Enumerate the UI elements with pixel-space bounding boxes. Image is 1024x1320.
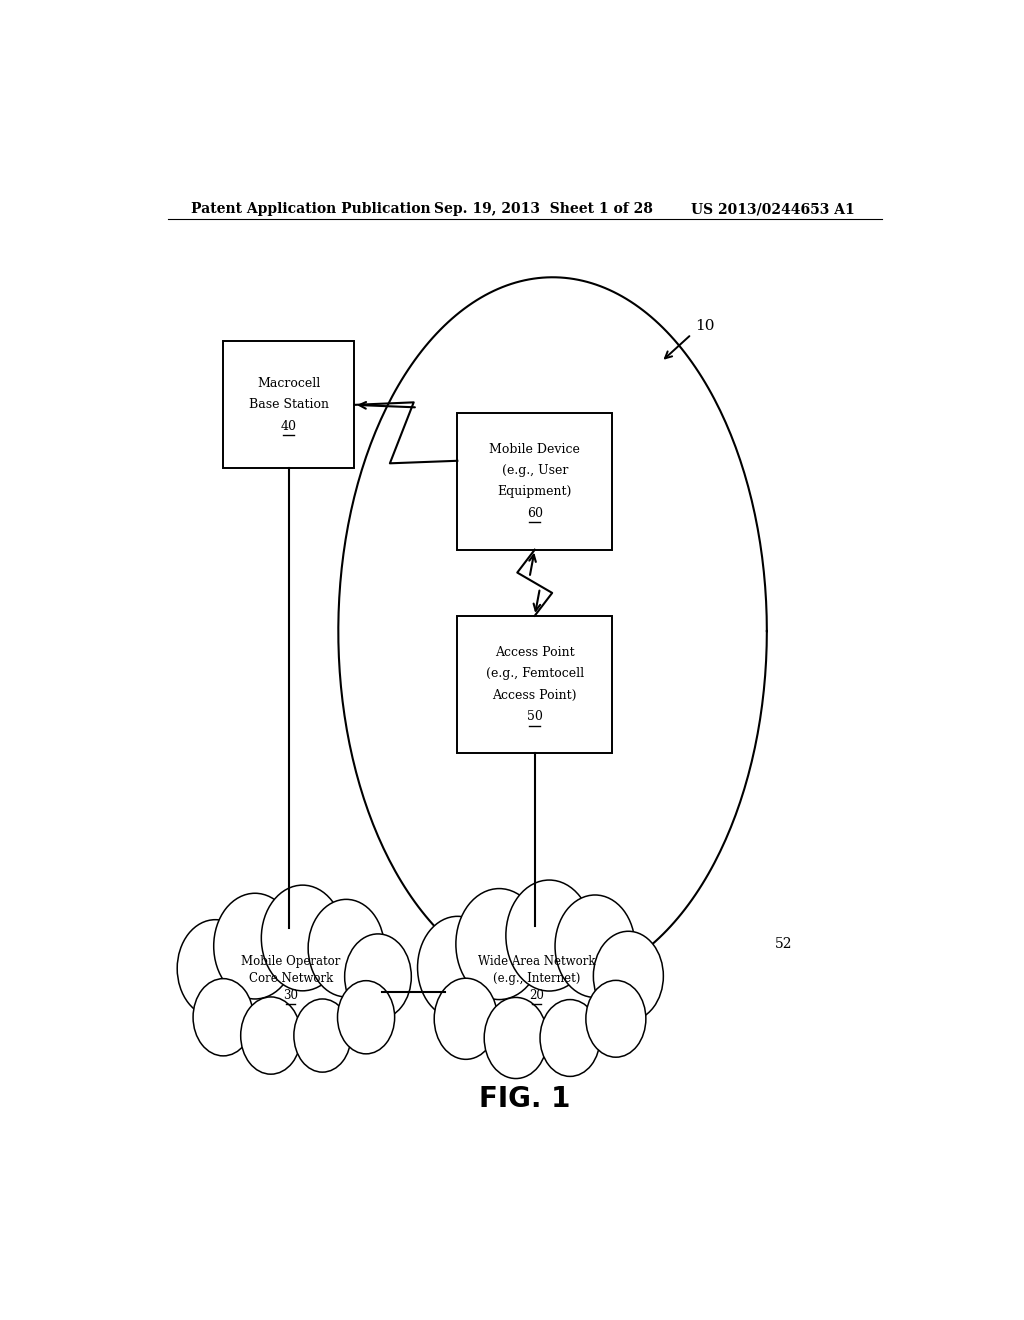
Text: Mobile Device: Mobile Device xyxy=(489,442,581,455)
Text: Macrocell: Macrocell xyxy=(257,378,321,389)
Circle shape xyxy=(540,999,600,1076)
Text: Equipment): Equipment) xyxy=(498,486,572,498)
Circle shape xyxy=(308,899,384,997)
Text: 40: 40 xyxy=(281,420,297,433)
Text: 30: 30 xyxy=(284,990,298,1002)
Text: Base Station: Base Station xyxy=(249,399,329,412)
Text: Wide Area Network: Wide Area Network xyxy=(478,954,595,968)
Text: 60: 60 xyxy=(526,507,543,520)
Text: US 2013/0244653 A1: US 2013/0244653 A1 xyxy=(691,202,855,216)
Circle shape xyxy=(294,999,351,1072)
Text: Sep. 19, 2013  Sheet 1 of 28: Sep. 19, 2013 Sheet 1 of 28 xyxy=(433,202,652,216)
Circle shape xyxy=(484,998,548,1078)
Text: (e.g., Femtocell: (e.g., Femtocell xyxy=(485,667,584,680)
Circle shape xyxy=(418,916,498,1019)
Circle shape xyxy=(586,981,646,1057)
Circle shape xyxy=(555,895,635,998)
Text: (e.g., User: (e.g., User xyxy=(502,463,568,477)
Bar xyxy=(223,342,354,469)
Text: 50: 50 xyxy=(526,710,543,723)
Text: FIG. 1: FIG. 1 xyxy=(479,1085,570,1113)
Circle shape xyxy=(345,935,412,1019)
Circle shape xyxy=(241,997,301,1074)
Bar xyxy=(458,615,612,752)
Circle shape xyxy=(593,932,664,1020)
Circle shape xyxy=(177,920,253,1018)
Text: Access Point: Access Point xyxy=(495,645,574,659)
Circle shape xyxy=(434,978,498,1060)
Circle shape xyxy=(194,978,253,1056)
Text: Core Network: Core Network xyxy=(249,972,333,985)
Text: Access Point): Access Point) xyxy=(493,689,577,701)
Circle shape xyxy=(261,886,344,991)
Bar xyxy=(458,413,612,549)
Circle shape xyxy=(338,981,394,1053)
Circle shape xyxy=(214,894,296,999)
Text: 20: 20 xyxy=(529,990,544,1002)
Circle shape xyxy=(506,880,593,991)
Text: 10: 10 xyxy=(695,319,715,333)
Text: 52: 52 xyxy=(775,937,793,952)
Text: Mobile Operator: Mobile Operator xyxy=(241,954,340,968)
Text: Patent Application Publication: Patent Application Publication xyxy=(191,202,431,216)
Circle shape xyxy=(456,888,543,999)
Text: (e.g., Internet): (e.g., Internet) xyxy=(493,972,581,985)
